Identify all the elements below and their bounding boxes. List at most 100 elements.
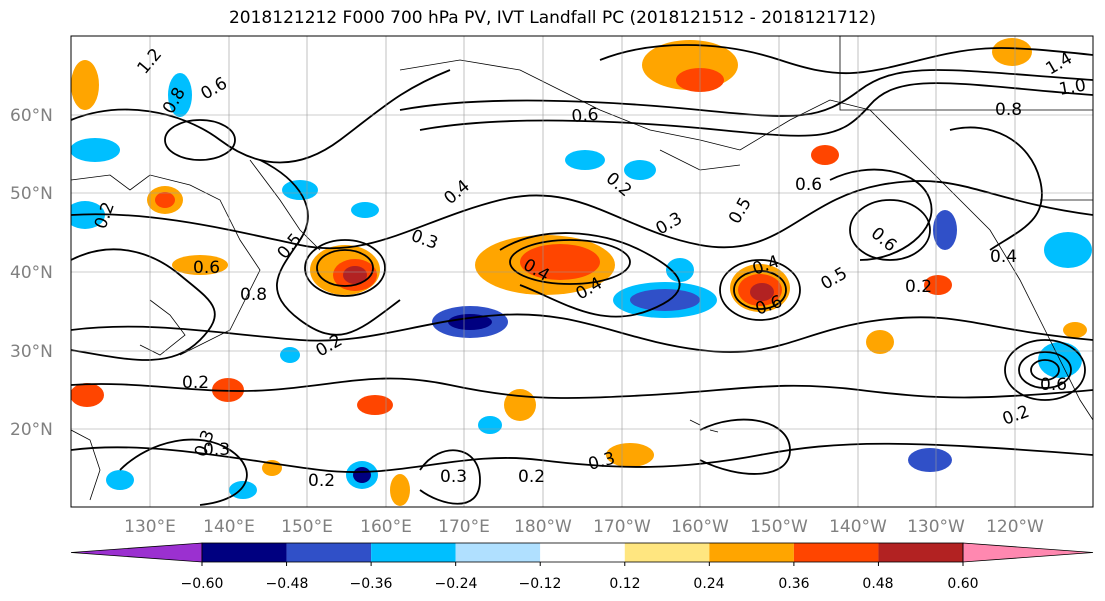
colorbar-tick: 0.60 xyxy=(947,576,978,592)
colorbar xyxy=(70,542,1094,566)
anomaly-blob xyxy=(992,38,1032,66)
anomaly-blob xyxy=(908,448,952,472)
contour-label: 0.5 xyxy=(818,263,851,294)
colorbar-segment xyxy=(371,543,456,562)
contour-label: 0.4 xyxy=(440,176,474,209)
anomaly-blob xyxy=(606,443,654,467)
anomaly-blob xyxy=(811,145,839,165)
contour-label: 0.6 xyxy=(193,258,220,278)
contour-label: 0.8 xyxy=(240,285,267,305)
contour-line xyxy=(499,232,681,318)
colorbar-tick: −0.12 xyxy=(519,576,562,592)
anomaly-blob xyxy=(750,283,774,301)
contour-label: 0.2 xyxy=(905,277,932,297)
contour-label: 0.5 xyxy=(274,230,307,264)
contour-line xyxy=(719,259,801,321)
colorbar-frame xyxy=(201,542,964,563)
contour-label: 0.3 xyxy=(440,467,467,487)
contour-label: 0.2 xyxy=(1000,402,1032,430)
pv-contours xyxy=(71,44,1093,506)
coastline xyxy=(71,174,261,356)
contour-label: 0.8 xyxy=(995,100,1022,120)
contour-line xyxy=(509,239,631,285)
latitude-labels: 60°N 50°N 40°N 30°N 20°N xyxy=(10,106,53,440)
lon-label: 160°W xyxy=(671,517,729,537)
contour-line xyxy=(733,270,787,310)
colorbar-segment xyxy=(878,543,963,562)
contour-line xyxy=(949,126,1043,251)
anomaly-blob xyxy=(353,467,371,483)
anomaly-blob xyxy=(351,202,379,218)
contour-line xyxy=(1018,351,1072,389)
contour-line xyxy=(699,418,791,475)
contour-label: 1.0 xyxy=(1057,76,1087,100)
colorbar-tick: 0.36 xyxy=(778,576,809,592)
lon-label: 130°E xyxy=(124,517,176,537)
lat-label: 50°N xyxy=(10,184,53,204)
lat-label: 20°N xyxy=(10,420,53,440)
lon-label: 150°W xyxy=(750,517,808,537)
colorbar-tick: 0.12 xyxy=(609,576,640,592)
contour-label: 0.6 xyxy=(1040,375,1067,395)
map-title: 2018121212 F000 700 hPa PV, IVT Landfall… xyxy=(228,8,876,28)
colorbar-tick: 0.48 xyxy=(862,576,893,592)
colorbar-segment xyxy=(70,542,203,563)
contour-label: 1.2 xyxy=(134,45,167,79)
coastline xyxy=(689,419,719,433)
colorbar-segment xyxy=(962,542,1094,563)
contour-line xyxy=(71,180,1093,250)
contour-label: 0.2 xyxy=(182,373,209,393)
contour-line xyxy=(71,377,1093,399)
contour-label: 0.2 xyxy=(308,471,335,491)
lat-label: 60°N xyxy=(10,106,53,126)
colorbar-segment xyxy=(455,543,541,562)
contour-line xyxy=(399,69,1093,117)
contour-line xyxy=(71,313,1093,353)
colorbar-tick: −0.36 xyxy=(350,576,393,592)
contour-line xyxy=(1030,359,1060,381)
contour-label: 0.6 xyxy=(795,175,822,195)
anomaly-blob xyxy=(933,210,957,250)
anomaly-blob xyxy=(565,150,605,170)
anomaly-blob xyxy=(624,160,656,180)
lon-label: 170°W xyxy=(593,517,651,537)
contour-label: 0.3 xyxy=(586,449,617,475)
longitude-labels: 130°E 140°E 150°E 160°E 170°E 180°W 170°… xyxy=(124,517,1044,537)
coastline xyxy=(139,299,186,356)
contour-label: 0.6 xyxy=(198,73,231,104)
contour-line xyxy=(419,449,481,505)
anomaly-blob xyxy=(1044,232,1092,268)
graticule xyxy=(71,36,1093,507)
anomaly-blob xyxy=(106,470,134,490)
contour-line xyxy=(419,82,1093,137)
contour-line xyxy=(259,159,401,336)
map-frame xyxy=(70,35,1094,508)
anomaly-blob xyxy=(504,389,536,421)
contour-line xyxy=(829,168,933,261)
anomaly-blob xyxy=(924,275,952,295)
lon-label: 160°E xyxy=(360,517,412,537)
contour-line xyxy=(304,239,386,297)
contour-line xyxy=(1004,339,1086,401)
colorbar-segment xyxy=(709,543,794,562)
lat-label: 40°N xyxy=(10,263,53,283)
anomaly-blob xyxy=(448,314,492,330)
anomaly-blob xyxy=(155,192,175,208)
contour-label: 0.3 xyxy=(408,226,440,254)
anomaly-blob xyxy=(666,258,694,282)
anomaly-blob xyxy=(478,416,502,434)
anomaly-blob xyxy=(866,330,894,354)
colorbar-tick: −0.48 xyxy=(266,576,309,592)
coastline xyxy=(839,36,1093,111)
contour-line xyxy=(849,199,931,261)
colorbar-segment xyxy=(624,543,710,562)
colorbar-segment xyxy=(540,543,625,562)
contour-label: 0.5 xyxy=(725,194,756,227)
contour-line xyxy=(164,119,236,161)
anomaly-blob xyxy=(1063,322,1087,338)
contour-label: 0.4 xyxy=(990,247,1017,267)
anomaly-blob xyxy=(71,383,104,407)
lon-label: 130°W xyxy=(907,517,965,537)
colorbar-tick-labels: −0.60 −0.48 −0.36 −0.24 −0.12 0.12 0.24 … xyxy=(181,576,979,592)
colorbar-tick: 0.24 xyxy=(693,576,724,592)
